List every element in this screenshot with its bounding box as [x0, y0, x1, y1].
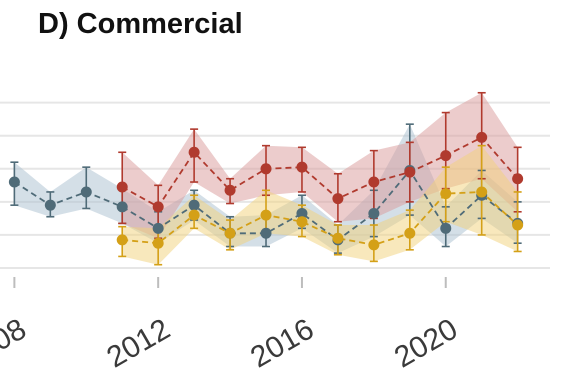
data-point	[512, 219, 524, 231]
data-point	[8, 176, 20, 188]
data-point	[224, 227, 236, 239]
x-tick-label: 2020	[389, 312, 463, 374]
data-point	[512, 173, 524, 185]
data-point	[476, 131, 488, 143]
series-lines	[13, 136, 519, 246]
x-tick-label: 2008	[0, 312, 32, 374]
data-point	[440, 222, 452, 234]
data-points	[8, 131, 524, 251]
data-point	[188, 199, 200, 211]
data-point	[260, 227, 272, 239]
confidence-band-1	[122, 92, 518, 239]
series-line-0	[13, 168, 519, 242]
panel-title: D) Commercial	[38, 8, 243, 40]
data-point	[188, 146, 200, 158]
x-axis: 2008 2012 2016 2020	[0, 277, 463, 374]
data-point	[404, 166, 416, 178]
data-point	[116, 181, 128, 193]
series-line-2	[122, 191, 519, 246]
data-point	[260, 163, 272, 175]
data-point	[332, 193, 344, 205]
data-point	[224, 184, 236, 196]
data-point	[296, 216, 308, 228]
data-point	[440, 150, 452, 162]
data-point	[188, 209, 200, 221]
error-bars	[10, 91, 522, 266]
data-point	[260, 209, 272, 221]
data-point	[368, 239, 380, 251]
confidence-bands	[14, 92, 518, 265]
data-point	[152, 201, 164, 213]
data-point	[152, 222, 164, 234]
data-point	[476, 186, 488, 198]
x-tick-label: 2016	[245, 312, 319, 374]
data-point	[440, 188, 452, 200]
x-tick-label: 2012	[101, 312, 175, 374]
data-point	[404, 227, 416, 239]
data-point	[368, 176, 380, 188]
data-point	[332, 232, 344, 244]
data-point	[368, 207, 380, 219]
data-point	[296, 207, 308, 219]
confidence-band-2	[122, 145, 518, 265]
data-point	[80, 186, 92, 198]
data-point	[296, 161, 308, 173]
data-point	[116, 234, 128, 246]
data-point	[44, 199, 56, 211]
data-point	[152, 237, 164, 249]
data-point	[116, 201, 128, 213]
series-line-1	[121, 136, 519, 208]
